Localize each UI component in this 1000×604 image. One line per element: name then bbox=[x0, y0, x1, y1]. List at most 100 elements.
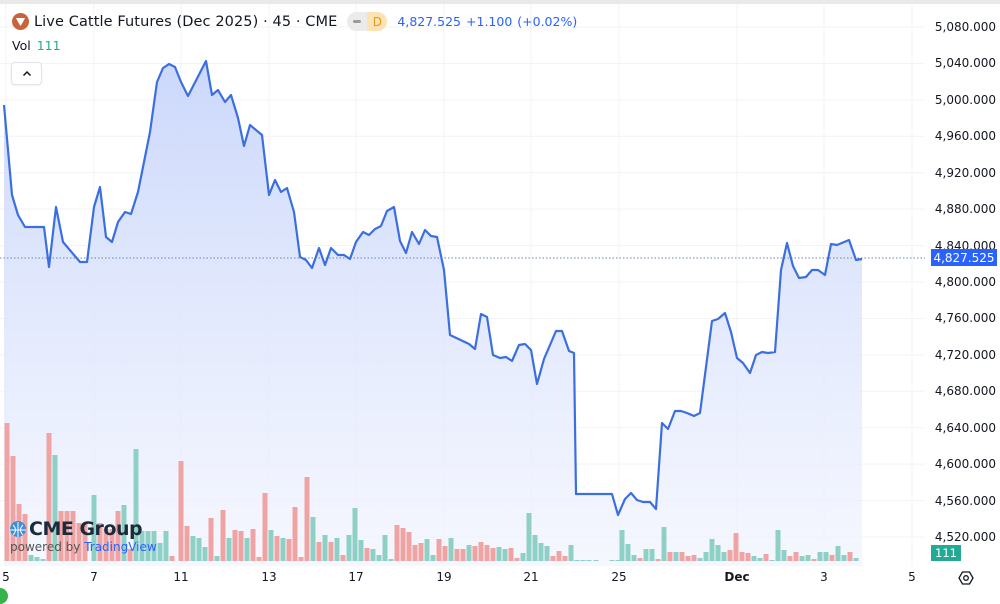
volume-bar bbox=[727, 550, 733, 561]
volume-bar bbox=[631, 555, 637, 561]
volume-bar bbox=[310, 517, 316, 561]
volume-bar bbox=[769, 560, 775, 561]
volume-bar bbox=[292, 507, 298, 561]
time-tick: 13 bbox=[261, 570, 277, 584]
volume-bar bbox=[139, 531, 145, 561]
current-volume-label: 111 bbox=[931, 545, 961, 561]
price-tick: 4,600.000 bbox=[934, 457, 996, 472]
volume-bar bbox=[322, 535, 328, 561]
volume-bar bbox=[643, 549, 649, 561]
price-change: +1.100 bbox=[466, 14, 513, 29]
price-tick: 5,080.000 bbox=[934, 20, 996, 34]
volume-bar bbox=[847, 552, 853, 561]
volume-bar bbox=[151, 531, 157, 561]
volume-bar bbox=[10, 456, 16, 561]
volume-legend: Vol 111 bbox=[12, 38, 61, 53]
volume-bar bbox=[520, 553, 526, 561]
volume-bar bbox=[346, 535, 352, 561]
volume-bar bbox=[418, 543, 424, 561]
volume-bar bbox=[115, 511, 121, 561]
volume-bar bbox=[709, 539, 715, 561]
volume-bar bbox=[685, 556, 691, 561]
price-line bbox=[2, 59, 863, 517]
symbol-title[interactable]: Live Cattle Futures (Dec 2025) · 45 · CM… bbox=[34, 13, 338, 30]
volume-bar bbox=[82, 523, 88, 561]
volume-bar bbox=[220, 510, 226, 561]
volume-bar bbox=[157, 543, 163, 561]
volume-bar bbox=[703, 552, 709, 561]
volume-bar bbox=[280, 538, 286, 561]
time-axis[interactable]: 5 7 11 13 17 19 21 25 Dec 3 5 bbox=[0, 566, 925, 596]
volume-bar bbox=[190, 536, 196, 561]
volume-bar bbox=[109, 529, 115, 561]
volume-bar bbox=[823, 552, 829, 561]
last-price: 4,827.525 bbox=[397, 14, 462, 29]
price-axis[interactable]: 5,080.000 5,040.000 5,000.000 4,960.000 4,92… bbox=[925, 0, 1000, 566]
volume-bar bbox=[625, 544, 631, 561]
volume-bar bbox=[250, 529, 256, 561]
current-price-label: 4,827.525 bbox=[931, 249, 997, 266]
collapse-legend-button[interactable] bbox=[11, 62, 42, 85]
price-tick: 5,040.000 bbox=[934, 56, 996, 71]
time-tick: 17 bbox=[348, 570, 364, 584]
volume-bar bbox=[502, 549, 508, 561]
volume-bar bbox=[751, 556, 757, 561]
price-tick: 4,640.000 bbox=[934, 420, 996, 435]
volume-bar bbox=[679, 552, 685, 561]
volume-bar bbox=[286, 539, 292, 561]
volume-bar bbox=[715, 545, 721, 561]
volume-bar bbox=[697, 558, 703, 561]
cme-group-logo[interactable]: CME Group powered by TradingView bbox=[10, 518, 157, 554]
volume-bar bbox=[781, 550, 787, 561]
volume-bar bbox=[184, 526, 190, 561]
window-top-border bbox=[0, 0, 1000, 4]
market-status-badge[interactable]: D bbox=[347, 12, 388, 31]
volume-bar bbox=[97, 523, 103, 561]
volume-bar bbox=[4, 423, 10, 561]
volume-bar bbox=[637, 558, 643, 561]
volume-bar bbox=[835, 546, 841, 561]
volume-bar bbox=[448, 538, 454, 561]
time-tick: 25 bbox=[611, 570, 627, 584]
volume-bar bbox=[52, 455, 58, 561]
volume-bar bbox=[352, 508, 358, 561]
volume-bar bbox=[202, 547, 208, 561]
volume-bar bbox=[805, 555, 811, 561]
volume-bar bbox=[70, 511, 76, 561]
volume-bar bbox=[340, 555, 346, 561]
quote: 4,827.525 +1.100 (+0.02%) bbox=[397, 14, 582, 29]
volume-bar bbox=[196, 538, 202, 561]
price-tick: 4,520.000 bbox=[934, 530, 996, 545]
volume-bar bbox=[649, 549, 655, 561]
volume-bar bbox=[358, 540, 364, 561]
volume-bar bbox=[178, 461, 184, 561]
chart-settings-button[interactable] bbox=[956, 568, 976, 588]
volume-bar bbox=[514, 558, 520, 561]
volume-value: 111 bbox=[36, 38, 61, 53]
chart-plot-area[interactable] bbox=[0, 4, 925, 566]
volume-bar bbox=[655, 559, 661, 561]
volume-bar bbox=[214, 556, 220, 561]
volume-bar bbox=[661, 527, 667, 561]
volume-bar bbox=[490, 548, 496, 561]
volume-bar bbox=[544, 546, 550, 561]
volume-bar bbox=[28, 555, 34, 561]
volume-bar bbox=[382, 535, 388, 561]
volume-bar bbox=[40, 559, 46, 561]
volume-bar bbox=[568, 545, 574, 561]
volume-bar bbox=[580, 560, 586, 561]
volume-bar bbox=[394, 525, 400, 561]
volume-bar bbox=[76, 523, 82, 561]
volume-bar bbox=[232, 530, 238, 561]
volume-bar bbox=[799, 556, 805, 561]
volume-bar bbox=[691, 555, 697, 561]
volume-bar bbox=[127, 549, 133, 561]
volume-bar bbox=[615, 560, 621, 561]
tradingview-link[interactable]: TradingView bbox=[84, 540, 157, 554]
volume-bar bbox=[316, 542, 322, 561]
price-tick: 5,000.000 bbox=[934, 92, 996, 107]
volume-bar bbox=[226, 538, 232, 561]
volume-bar bbox=[574, 560, 580, 561]
volume-bar bbox=[274, 536, 280, 561]
volume-bar bbox=[133, 449, 139, 561]
